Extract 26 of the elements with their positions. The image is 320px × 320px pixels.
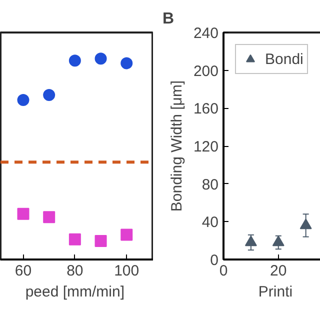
x-tick-label: 20 [270, 262, 287, 280]
x-axis-title: peed [mm/min] [25, 284, 125, 300]
y-axis-title: Bonding Width [μm] [168, 80, 186, 212]
point [94, 52, 107, 65]
point [43, 88, 56, 101]
chart-title: B [162, 10, 174, 28]
point [94, 235, 107, 248]
point [68, 233, 81, 246]
y-tick-label: 160 [193, 100, 219, 118]
y-tick-label: 200 [193, 62, 219, 80]
x-axis-title: Printi [258, 284, 293, 300]
y-tick-label: 120 [193, 138, 219, 156]
x-tick-label: 60 [14, 262, 32, 280]
point [120, 57, 133, 70]
point [43, 211, 56, 224]
x-tick-label: 100 [114, 262, 140, 280]
y-tick-label: 80 [202, 176, 219, 194]
legend-label: Bondi [265, 50, 304, 68]
point [120, 228, 133, 241]
point [17, 94, 30, 106]
y-tick-label: 240 [193, 25, 219, 42]
point [68, 54, 81, 67]
y-tick-label: 0 [210, 252, 218, 269]
y-tick-label: 40 [202, 214, 219, 232]
x-tick-label: 80 [66, 262, 84, 280]
point [17, 208, 30, 220]
